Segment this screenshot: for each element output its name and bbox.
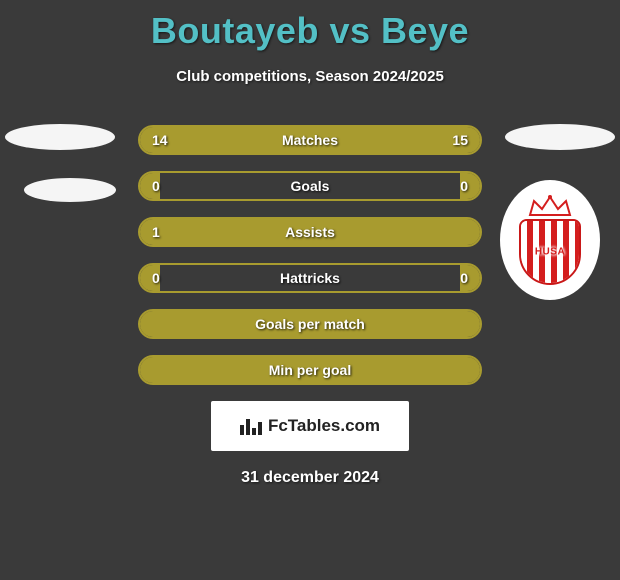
stat-label: Min per goal: [140, 362, 480, 378]
fctables-watermark: FcTables.com: [211, 401, 409, 451]
stat-value-left: 0: [152, 178, 160, 194]
stat-label: Matches: [140, 132, 480, 148]
crown-icon: [528, 195, 572, 217]
page-subtitle: Club competitions, Season 2024/2025: [0, 68, 620, 85]
right-player-ellipse: [505, 124, 615, 150]
shield-icon: HUSA: [519, 219, 581, 285]
date-label: 31 december 2024: [0, 469, 620, 487]
stat-value-right: 0: [460, 178, 468, 194]
stat-row: Matches14 15: [138, 125, 482, 155]
stat-value-left: 14: [152, 132, 168, 148]
stats-container: Matches1415Goals00Assists1Hattricks00Goa…: [138, 125, 482, 385]
stat-label: Hattricks: [140, 270, 480, 286]
stat-row: Goals0 0: [138, 171, 482, 201]
left-player-ellipse-1: [5, 124, 115, 150]
page-title: Boutayeb vs Beye: [0, 0, 620, 52]
stat-row: Hattricks0 0: [138, 263, 482, 293]
bar-chart-icon: [240, 417, 262, 435]
left-player-ellipse-2: [24, 178, 116, 202]
stat-row: Assists1: [138, 217, 482, 247]
stat-row: Goals per match: [138, 309, 482, 339]
stat-value-right: 15: [452, 132, 468, 148]
stat-label: Goals: [140, 178, 480, 194]
stat-value-left: 0: [152, 270, 160, 286]
right-club-badge: HUSA: [500, 180, 600, 300]
stat-label: Assists: [140, 224, 480, 240]
stat-value-left: 1: [152, 224, 160, 240]
stat-value-right: 0: [460, 270, 468, 286]
stat-row: Min per goal: [138, 355, 482, 385]
fctables-text: FcTables.com: [268, 416, 380, 436]
stat-label: Goals per match: [140, 316, 480, 332]
shield-text: HUSA: [535, 247, 565, 258]
